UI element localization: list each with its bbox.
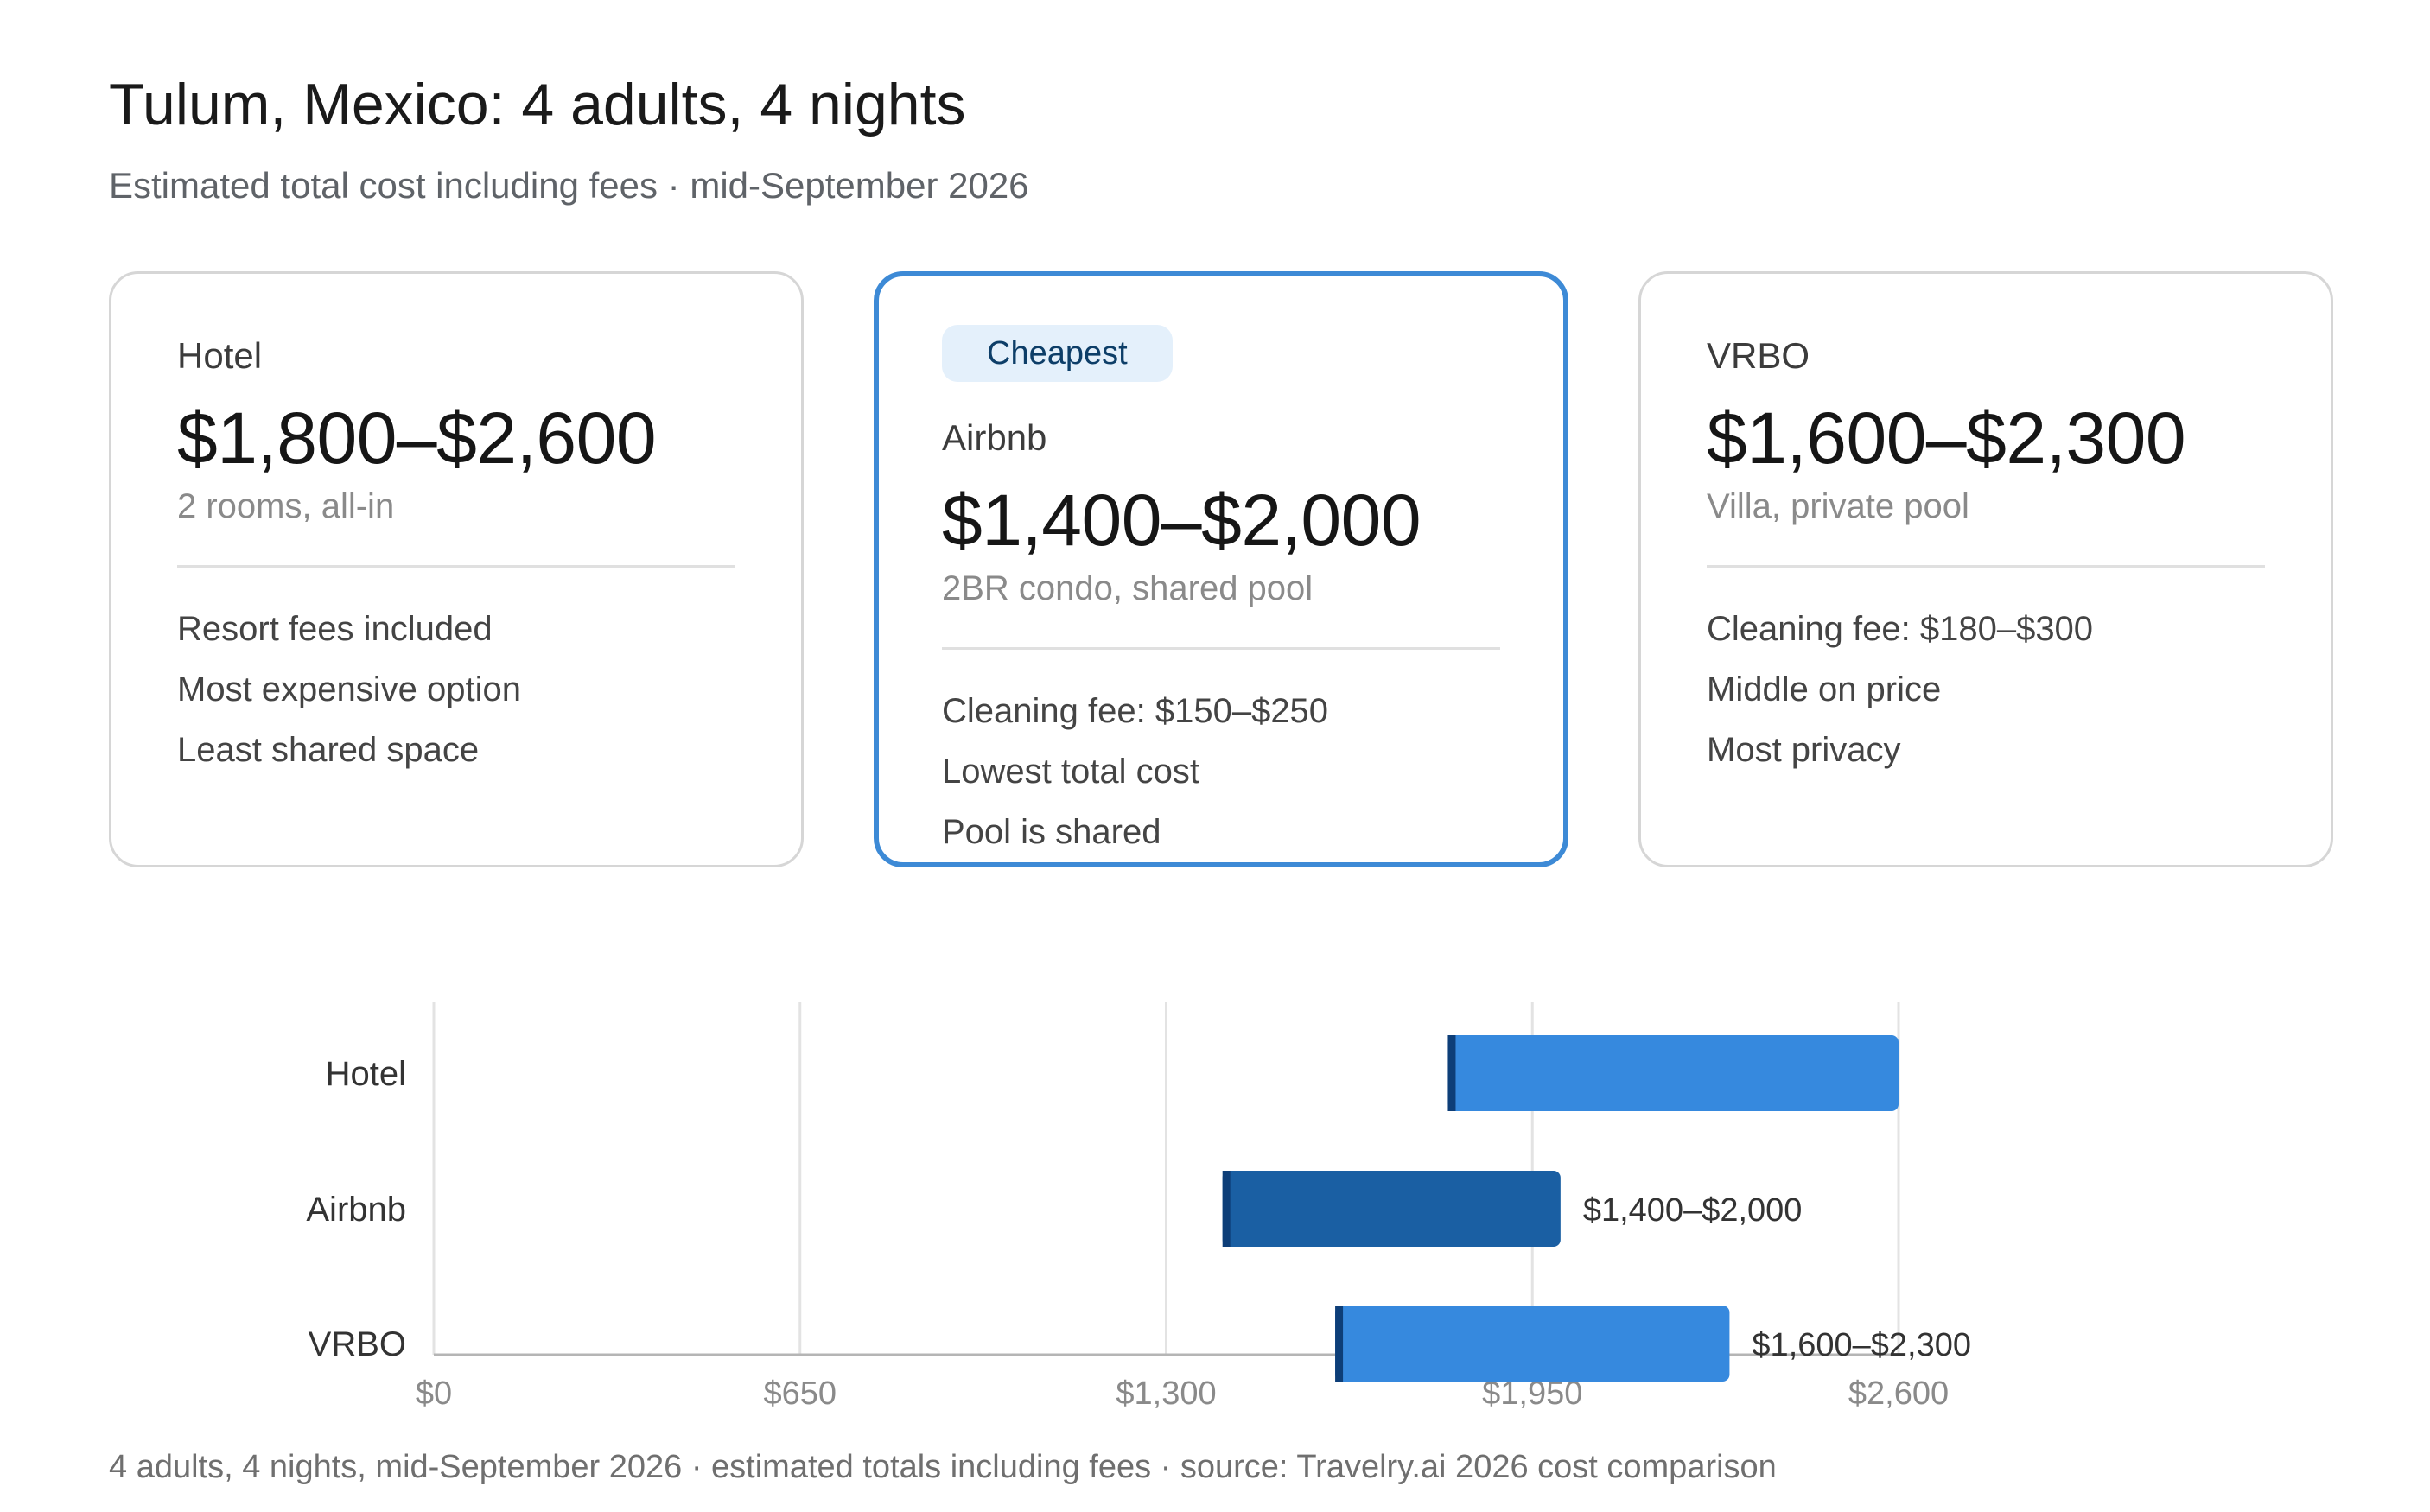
x-tick-label: $2,600 — [1848, 1375, 1949, 1412]
x-tick-label: $650 — [763, 1375, 837, 1412]
card-airbnb: Cheapest Airbnb $1,400–$2,000 2BR condo,… — [874, 271, 1568, 867]
range-bar — [1335, 1306, 1730, 1382]
range-bar — [1222, 1171, 1561, 1247]
range-start-marker — [1447, 1035, 1456, 1111]
card-feature: Pool is shared — [942, 812, 1161, 851]
bar-data-label: $1,400–$2,000 — [1583, 1192, 1803, 1229]
card-price: $1,400–$2,000 — [942, 480, 1422, 562]
card-vrbo: VRBO $1,600–$2,300 Villa, private pool C… — [1638, 271, 2333, 867]
range-bar — [1447, 1035, 1899, 1111]
y-category-label: Hotel — [326, 1055, 406, 1093]
y-category-label: VRBO — [309, 1325, 406, 1363]
card-name: Hotel — [177, 335, 263, 376]
card-feature: Least shared space — [177, 730, 480, 769]
page-subtitle: Estimated total cost including fees · mi… — [109, 165, 1029, 206]
card-hotel: Hotel $1,800–$2,600 2 rooms, all-in Reso… — [109, 271, 804, 867]
x-tick-label: $0 — [416, 1375, 452, 1412]
card-name: Airbnb — [942, 417, 1047, 458]
cheapest-badge: Cheapest — [942, 325, 1173, 382]
card-feature: Most expensive option — [177, 670, 522, 708]
card-feature: Cleaning fee: $150–$250 — [942, 691, 1329, 730]
option-cards: Hotel $1,800–$2,600 2 rooms, all-in Reso… — [109, 271, 2333, 867]
x-tick-label: $1,300 — [1116, 1375, 1216, 1412]
card-divider — [1707, 564, 2265, 568]
chart-footnote: 4 adults, 4 nights, mid-September 2026 ·… — [109, 1449, 1777, 1485]
y-category-label: Airbnb — [306, 1191, 406, 1229]
card-price: $1,600–$2,300 — [1707, 397, 2186, 480]
bar-data-label: $1,600–$2,300 — [1752, 1327, 1971, 1363]
card-feature: Lowest total cost — [942, 752, 1199, 791]
card-feature: Middle on price — [1707, 670, 1942, 708]
card-description: 2BR condo, shared pool — [942, 569, 1314, 607]
card-feature: Resort fees included — [177, 609, 493, 648]
card-description: Villa, private pool — [1707, 486, 1969, 525]
card-price: $1,800–$2,600 — [177, 397, 657, 480]
range-start-marker — [1222, 1171, 1231, 1247]
card-feature: Most privacy — [1707, 730, 1901, 769]
card-divider — [942, 646, 1500, 650]
card-name: VRBO — [1707, 335, 1810, 376]
range-start-marker — [1335, 1306, 1344, 1382]
card-description: 2 rooms, all-in — [177, 486, 395, 525]
card-feature: Cleaning fee: $180–$300 — [1707, 609, 2094, 648]
card-divider — [177, 564, 735, 568]
page-title: Tulum, Mexico: 4 adults, 4 nights — [109, 72, 966, 137]
